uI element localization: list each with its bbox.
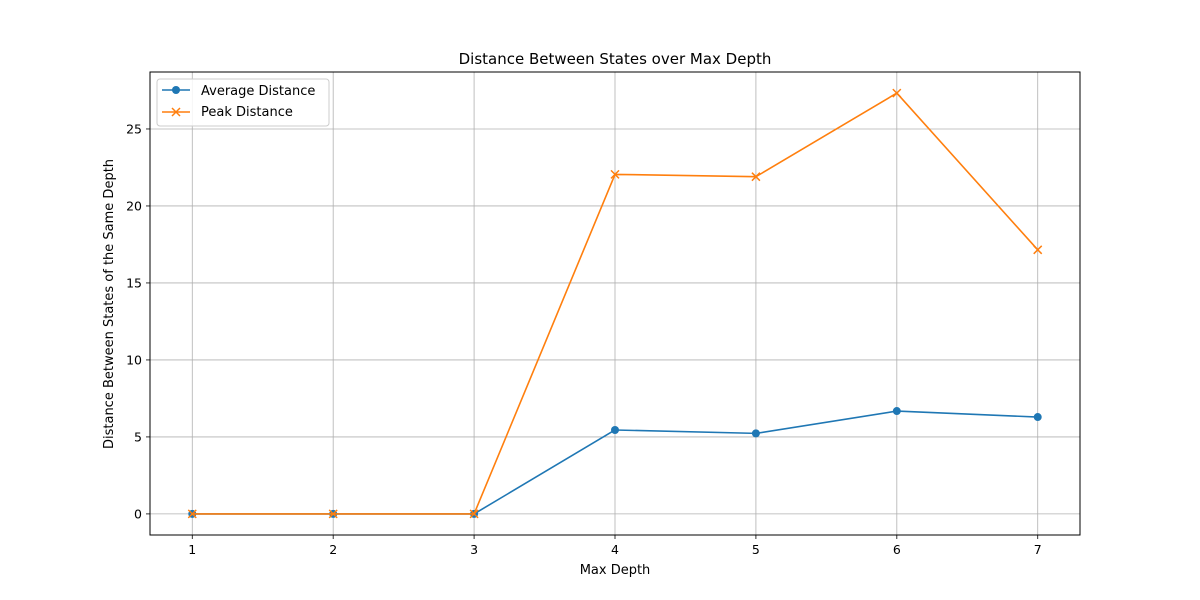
legend-marker-peak xyxy=(171,107,181,117)
series-lines xyxy=(187,88,1043,519)
peak-distance-point xyxy=(1033,245,1043,255)
x-axis-label: Max Depth xyxy=(580,563,651,578)
peak-distance-point xyxy=(610,169,620,179)
x-tick-label: 6 xyxy=(893,542,901,557)
average-distance-point xyxy=(751,429,760,438)
peak-distance-point xyxy=(469,509,479,519)
x-tick-label: 2 xyxy=(329,542,337,557)
y-tick-label: 25 xyxy=(126,121,142,136)
legend-marker-average xyxy=(172,86,180,94)
y-tick-label: 10 xyxy=(126,352,142,367)
legend-label-peak: Peak Distance xyxy=(201,105,293,120)
y-tick-label: 5 xyxy=(134,429,142,444)
legend-box xyxy=(156,78,330,127)
average-distance-point xyxy=(611,425,619,434)
axis-ticks: 1 2 3 4 5 6 7 0 5 10 15 20 25 xyxy=(126,121,1042,557)
peak-distance-point xyxy=(751,172,761,182)
legend-label-average: Average Distance xyxy=(201,84,315,99)
x-tick-label: 7 xyxy=(1034,542,1042,557)
y-tick-label: 20 xyxy=(126,198,142,213)
x-tick-label: 1 xyxy=(188,542,196,557)
x-tick-label: 3 xyxy=(470,542,478,557)
x-tick-label: 4 xyxy=(611,542,619,557)
y-tick-label: 15 xyxy=(126,275,142,290)
peak-distance-point xyxy=(892,88,902,98)
legend: Average Distance Peak Distance xyxy=(156,78,330,127)
average-distance-point xyxy=(1033,413,1042,422)
y-tick-label: 0 xyxy=(134,506,142,521)
peak-distance-point xyxy=(187,509,197,519)
y-axis-label: Distance Between States of the Same Dept… xyxy=(102,159,117,449)
chart-title: Distance Between States over Max Depth xyxy=(459,50,772,68)
x-tick-label: 5 xyxy=(752,542,760,557)
peak-distance-point xyxy=(328,509,338,519)
average-distance-point xyxy=(892,407,901,416)
